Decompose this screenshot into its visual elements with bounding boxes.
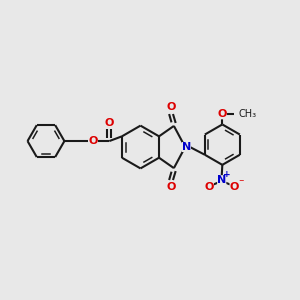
Text: CH₃: CH₃ — [239, 109, 257, 119]
Text: O: O — [218, 109, 227, 119]
Text: O: O — [167, 103, 176, 112]
Text: O: O — [230, 182, 239, 192]
Text: O: O — [167, 182, 176, 192]
Text: N: N — [182, 142, 191, 152]
Text: O: O — [88, 136, 98, 146]
Text: ⁻: ⁻ — [238, 178, 244, 188]
Text: O: O — [105, 118, 114, 128]
Text: O: O — [205, 182, 214, 192]
Text: +: + — [223, 170, 231, 179]
Text: N: N — [217, 175, 226, 185]
